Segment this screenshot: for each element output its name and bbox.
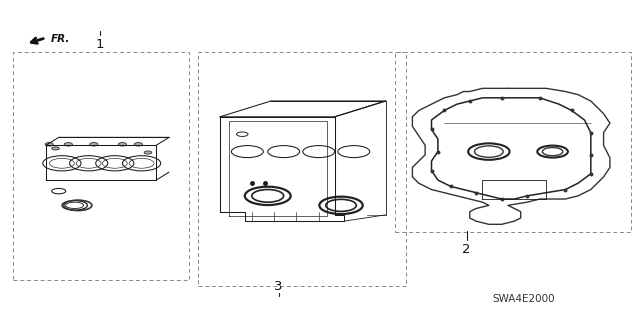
Text: 1: 1 [96,38,104,51]
Ellipse shape [118,143,127,146]
Ellipse shape [90,143,98,146]
Text: SWA4E2000: SWA4E2000 [493,293,556,304]
Ellipse shape [45,143,53,146]
Text: 2: 2 [462,243,471,256]
Ellipse shape [134,143,143,146]
Ellipse shape [64,143,72,146]
Text: FR.: FR. [51,34,70,44]
Ellipse shape [144,151,152,154]
Text: 3: 3 [275,280,283,293]
Ellipse shape [52,147,60,150]
